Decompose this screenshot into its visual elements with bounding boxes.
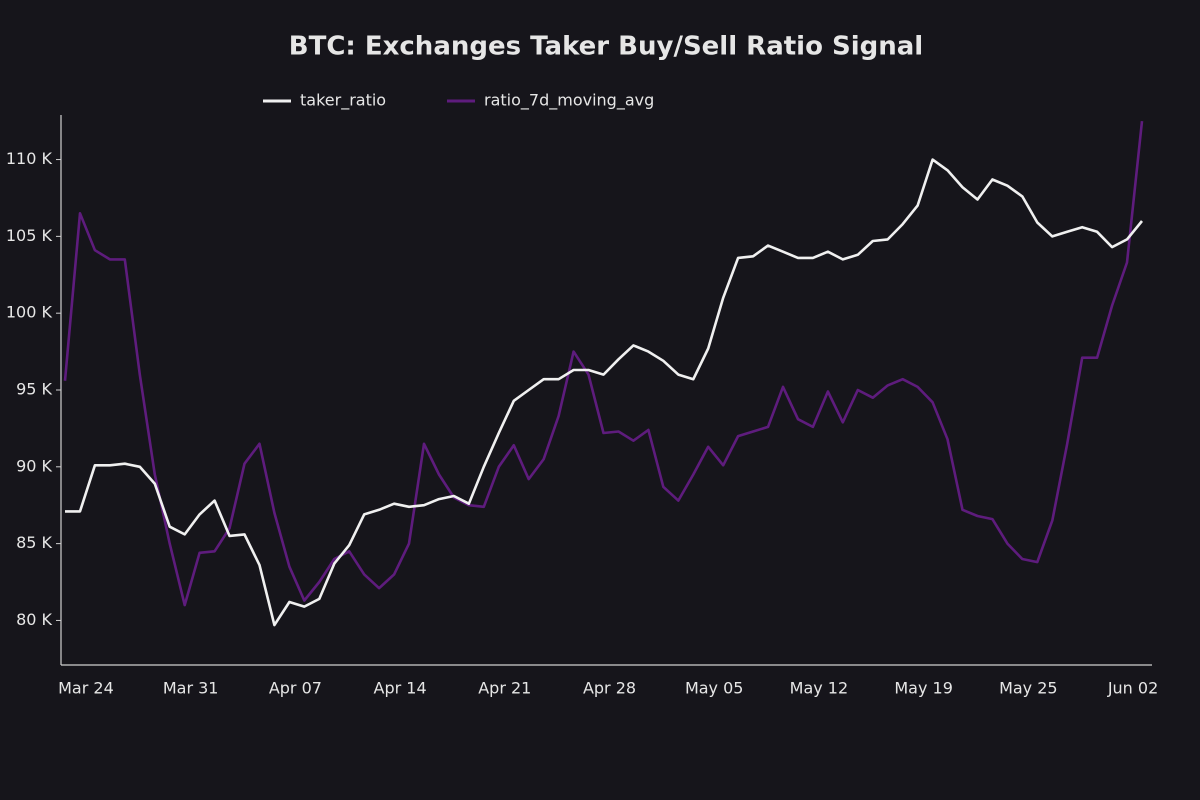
legend-label: taker_ratio (300, 91, 386, 111)
x-tick-label: Mar 31 (163, 679, 219, 698)
chart-title: BTC: Exchanges Taker Buy/Sell Ratio Sign… (289, 32, 923, 62)
y-tick-label: 95 K (16, 380, 52, 399)
x-tick-label: Apr 28 (583, 679, 636, 698)
x-tick-label: May 12 (790, 679, 849, 698)
x-tick-label: Jun 02 (1107, 679, 1158, 698)
x-tick-label: Apr 21 (478, 679, 531, 698)
legend-label: ratio_7d_moving_avg (484, 91, 654, 111)
x-tick-label: May 25 (999, 679, 1058, 698)
y-tick-label: 90 K (16, 456, 52, 475)
line-series (63, 120, 1144, 607)
x-tick-label: Mar 24 (58, 679, 114, 698)
y-tick-label: 100 K (6, 303, 53, 322)
y-tick-label: 110 K (6, 149, 53, 168)
y-tick-label: 85 K (16, 533, 52, 552)
x-tick-label: May 05 (685, 679, 744, 698)
x-tick-label: May 19 (894, 679, 953, 698)
x-tick-label: Apr 14 (374, 679, 427, 698)
y-tick-label: 105 K (6, 226, 53, 245)
line-series (65, 158, 1144, 627)
x-tick-label: Apr 07 (269, 679, 322, 698)
y-tick-label: 80 K (16, 610, 52, 629)
